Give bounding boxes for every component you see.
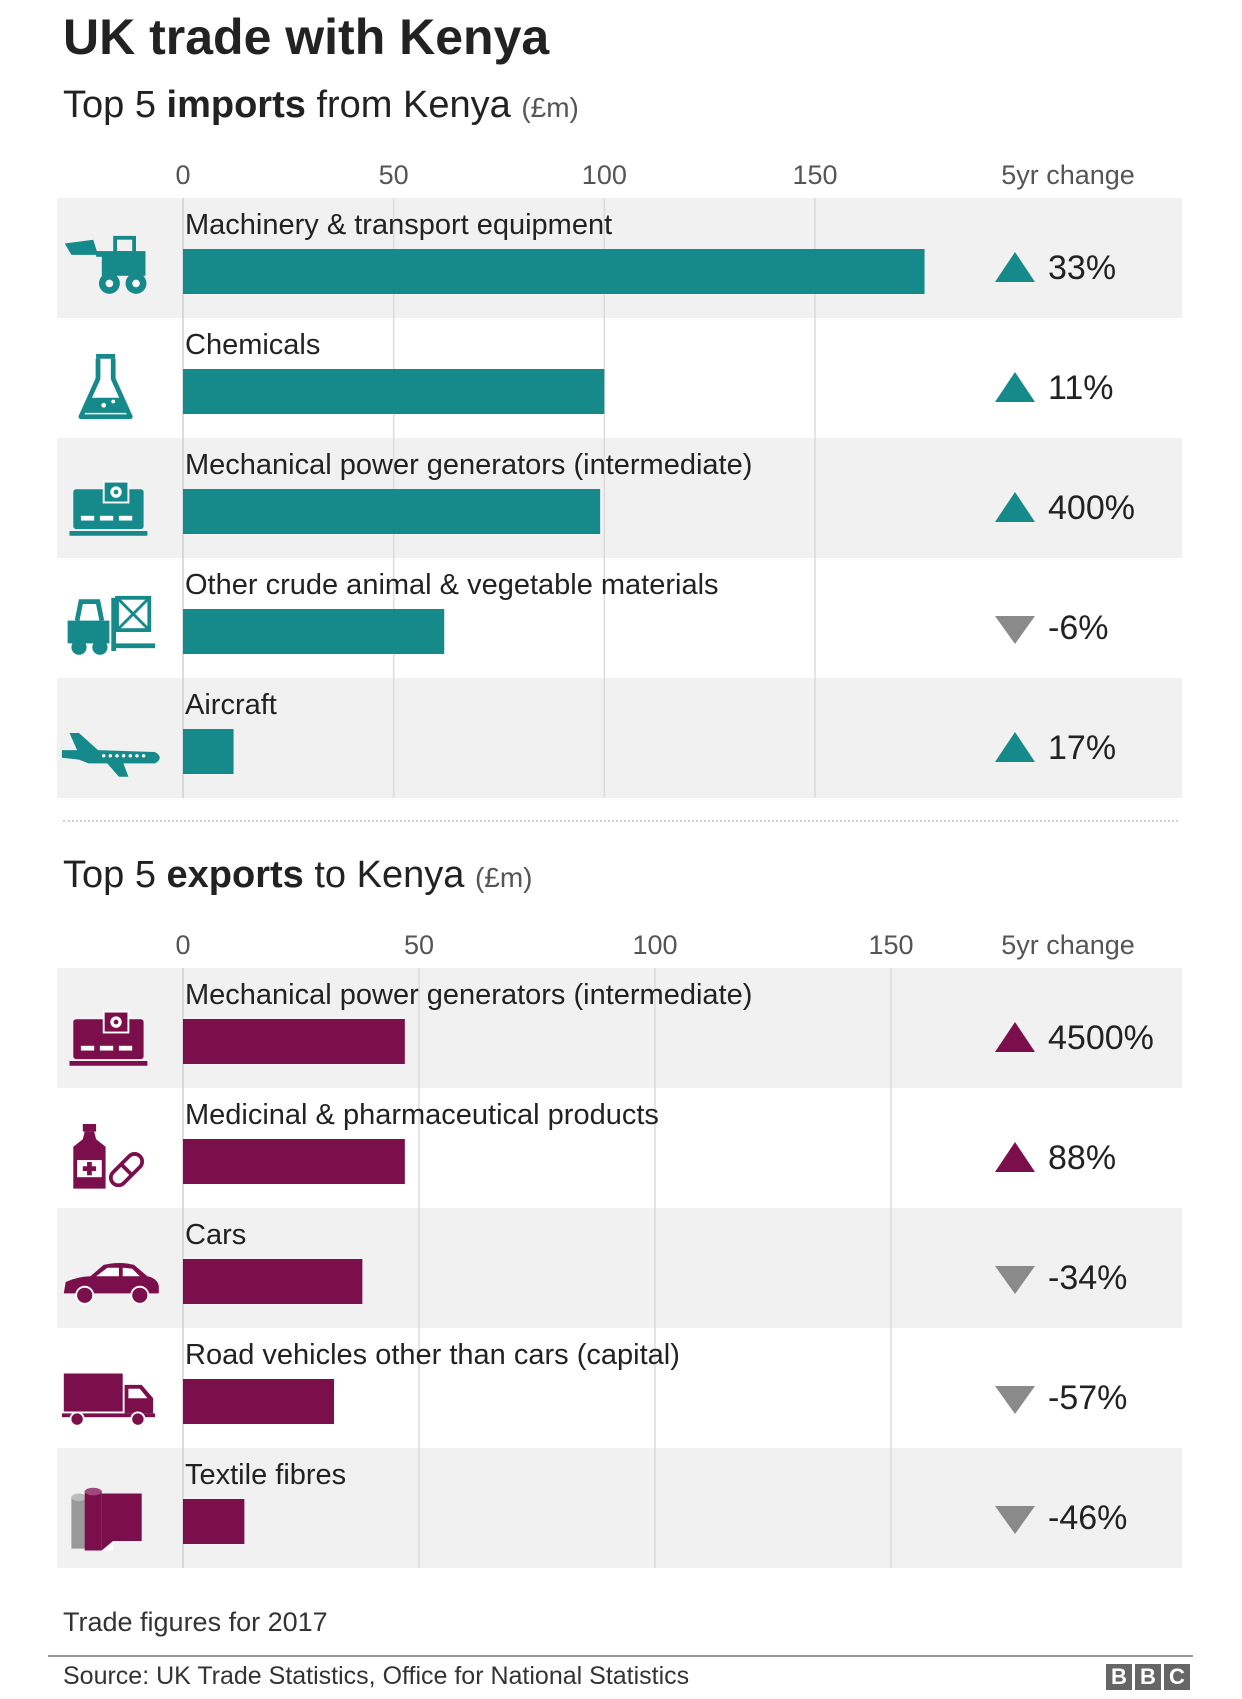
icon-part bbox=[71, 1494, 86, 1502]
icon-part bbox=[71, 640, 86, 655]
icon-part bbox=[100, 516, 113, 521]
chart-title: UK trade with Kenya bbox=[63, 8, 549, 66]
icon-part bbox=[119, 516, 132, 521]
icon-part bbox=[132, 280, 140, 288]
source-note: Source: UK Trade Statistics, Office for … bbox=[63, 1662, 689, 1691]
category-label: Mechanical power generators (intermediat… bbox=[185, 979, 752, 1011]
icon-part bbox=[70, 531, 148, 536]
tick-label: 50 bbox=[379, 160, 409, 190]
generator-icon bbox=[70, 1012, 148, 1066]
icon-part bbox=[109, 754, 112, 757]
icon-part bbox=[81, 516, 94, 521]
bar bbox=[183, 609, 444, 654]
icon-part bbox=[114, 1020, 119, 1025]
bar bbox=[183, 729, 234, 774]
icon-part bbox=[96, 354, 115, 359]
category-label: Mechanical power generators (intermediat… bbox=[185, 449, 752, 481]
icon-part bbox=[102, 754, 105, 757]
icon-part bbox=[135, 754, 138, 757]
bar bbox=[183, 1259, 362, 1304]
tick-label: 100 bbox=[582, 160, 627, 190]
bar bbox=[183, 249, 925, 294]
bbc-logo: B B C bbox=[1106, 1664, 1190, 1690]
icon-part bbox=[81, 1046, 94, 1051]
icon-part bbox=[70, 1412, 83, 1425]
tick-label: 150 bbox=[792, 160, 837, 190]
change-header: 5yr change bbox=[1001, 930, 1135, 960]
icon-part bbox=[71, 1497, 86, 1548]
change-label: 4500% bbox=[1048, 1019, 1154, 1057]
icon-part bbox=[129, 754, 132, 757]
icon-part bbox=[131, 1412, 144, 1425]
icon-part bbox=[101, 403, 106, 408]
footer-rule bbox=[48, 1655, 1193, 1657]
tick-label: 50 bbox=[404, 930, 434, 960]
tick-label: 100 bbox=[632, 930, 677, 960]
category-label: Textile fibres bbox=[185, 1459, 346, 1491]
change-label: 400% bbox=[1048, 489, 1135, 527]
generator-icon bbox=[70, 482, 148, 536]
icon-part bbox=[68, 621, 110, 644]
category-label: Cars bbox=[185, 1219, 246, 1251]
change-label: -6% bbox=[1048, 609, 1108, 647]
change-label: 88% bbox=[1048, 1139, 1116, 1177]
icon-part bbox=[76, 1287, 93, 1304]
change-label: -57% bbox=[1048, 1379, 1127, 1417]
category-label: Road vehicles other than cars (capital) bbox=[185, 1339, 680, 1371]
tick-label: 0 bbox=[175, 160, 190, 190]
icon-part bbox=[115, 754, 118, 757]
icon-part bbox=[100, 1046, 113, 1051]
change-label: 33% bbox=[1048, 249, 1116, 287]
icon-part bbox=[85, 1488, 102, 1496]
bar bbox=[183, 1139, 405, 1184]
logo-letter: B bbox=[1135, 1664, 1161, 1690]
tick-label: 0 bbox=[175, 930, 190, 960]
logo-letter: C bbox=[1164, 1664, 1190, 1690]
bar bbox=[183, 1019, 405, 1064]
icon-part bbox=[83, 1124, 96, 1132]
category-label: Aircraft bbox=[185, 689, 277, 721]
change-label: -46% bbox=[1048, 1499, 1127, 1537]
icon-part bbox=[131, 1287, 148, 1304]
icon-part bbox=[85, 1492, 102, 1551]
exports-heading: Top 5 exports to Kenya (£m) bbox=[63, 854, 532, 897]
icon-part bbox=[111, 400, 115, 404]
icon-part bbox=[122, 754, 125, 757]
icon-part bbox=[92, 640, 107, 655]
category-label: Medicinal & pharmaceutical products bbox=[185, 1099, 659, 1131]
change-label: 11% bbox=[1048, 369, 1114, 407]
bar bbox=[183, 1499, 244, 1544]
category-label: Other crude animal & vegetable materials bbox=[185, 569, 719, 601]
imports-chart: 0 50 100 150 5yr change Machinery & transport… bbox=[0, 150, 1242, 810]
tick-label: 150 bbox=[868, 930, 913, 960]
category-label: Machinery & transport equipment bbox=[185, 209, 612, 241]
icon-part bbox=[64, 1374, 123, 1412]
icon-part bbox=[70, 1061, 148, 1066]
bar bbox=[183, 1379, 334, 1424]
bar bbox=[183, 489, 600, 534]
icon-part bbox=[83, 1166, 96, 1171]
logo-letter: B bbox=[1106, 1664, 1132, 1690]
footnote: Trade figures for 2017 bbox=[63, 1607, 328, 1638]
icon-part bbox=[119, 1046, 132, 1051]
change-header: 5yr change bbox=[1001, 160, 1135, 190]
icon-part bbox=[106, 280, 114, 288]
bar bbox=[183, 369, 604, 414]
imports-heading: Top 5 imports from Kenya (£m) bbox=[63, 84, 579, 127]
change-label: -34% bbox=[1048, 1259, 1127, 1297]
icon-part bbox=[114, 490, 119, 495]
category-label: Chemicals bbox=[185, 329, 320, 361]
icon-part bbox=[142, 754, 145, 757]
section-divider bbox=[63, 820, 1178, 822]
icon-part bbox=[113, 643, 155, 648]
change-label: 17% bbox=[1048, 729, 1116, 767]
exports-chart: 0 50 100 150 5yr change Mechanical power gene… bbox=[0, 920, 1242, 1590]
